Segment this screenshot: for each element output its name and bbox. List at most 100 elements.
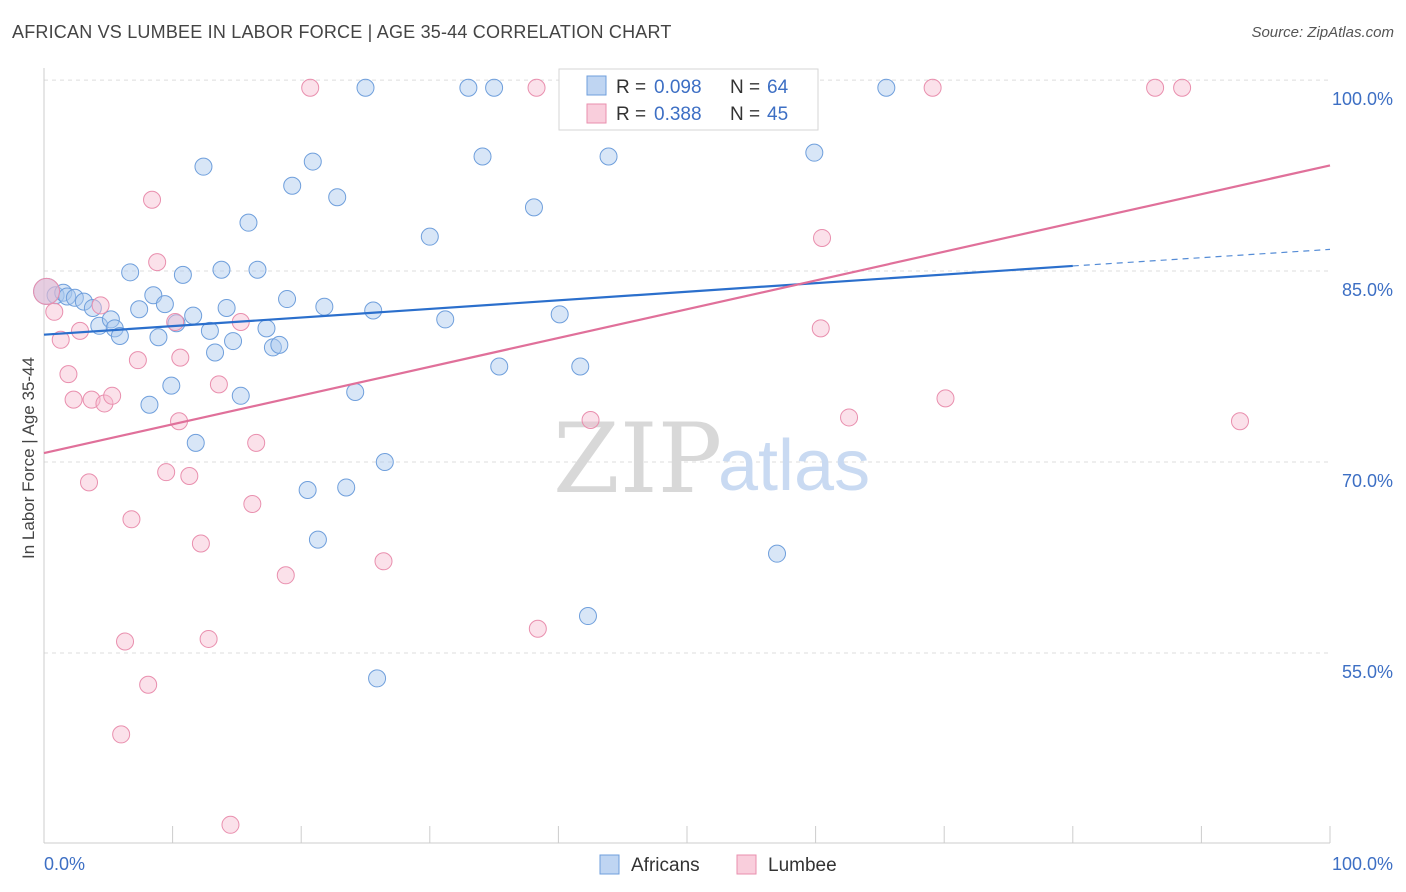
lumbee-point <box>116 632 135 651</box>
lumbee-point <box>1230 412 1249 431</box>
africans-point <box>149 328 168 347</box>
africans-point <box>278 290 297 309</box>
africans-point <box>877 78 896 97</box>
legend-n-value-africans: 64 <box>767 77 789 98</box>
lumbee-point <box>80 473 99 492</box>
lumbee-point <box>148 253 167 272</box>
lumbee-point <box>171 348 190 367</box>
lumbee-trend-line <box>43 164 1331 455</box>
lumbee-point <box>122 510 141 529</box>
lumbee-point <box>45 302 64 321</box>
lumbee-point <box>840 408 859 427</box>
africans-point <box>239 213 258 232</box>
source-label: Source: ZipAtlas.com <box>1251 24 1394 41</box>
series-legend-label-lumbee: Lumbee <box>768 855 837 876</box>
africans-point <box>74 292 93 311</box>
lumbee-point <box>199 629 218 648</box>
legend-r-value-lumbee: 0.388 <box>654 104 702 125</box>
lumbee-point <box>276 566 295 585</box>
africans-point <box>524 198 543 217</box>
africans-trend-line <box>43 264 1073 336</box>
y-axis-title: In Labor Force | Age 35-44 <box>19 357 38 559</box>
africans-point <box>173 265 192 284</box>
africans-point <box>162 376 181 395</box>
lumbee-point <box>209 375 228 394</box>
africans-point <box>550 305 569 324</box>
lumbee-point <box>923 78 942 97</box>
africans-point <box>315 297 334 316</box>
y-tick-label-70: 70.0% <box>1342 471 1393 491</box>
legend-n-label-africans: N = <box>730 77 760 98</box>
x-tick-label-start: 0.0% <box>44 854 85 874</box>
lumbee-point <box>936 389 955 408</box>
legend-swatch-lumbee <box>586 103 607 124</box>
grid-lines <box>44 79 1330 654</box>
africans-point <box>130 300 149 319</box>
watermark-zip: ZIP <box>553 403 722 515</box>
trend-lines <box>43 164 1331 455</box>
series-legend-swatch-africans <box>599 854 620 875</box>
africans-point <box>599 147 618 166</box>
africans-point <box>101 310 120 329</box>
africans-point <box>257 319 276 338</box>
lumbee-point <box>243 495 262 514</box>
africans-point <box>420 227 439 246</box>
africans-point <box>206 343 225 362</box>
africans-point <box>375 453 394 471</box>
lumbee-point <box>51 330 70 349</box>
africans-point <box>167 314 186 333</box>
series-legend-label-africans: Africans <box>631 855 700 876</box>
africans-point <box>184 306 203 325</box>
africans-point <box>140 395 159 414</box>
series-legend: Africans Lumbee <box>599 854 837 876</box>
lumbee-points <box>33 78 1249 834</box>
africans-point <box>283 176 302 195</box>
africans-point <box>186 433 205 452</box>
y-tick-label-85: 85.0% <box>1342 280 1393 300</box>
africans-point <box>65 288 84 307</box>
africans-point <box>303 152 322 171</box>
legend-swatch-africans <box>586 75 607 96</box>
africans-point <box>459 78 478 97</box>
y-tick-label-100: 100.0% <box>1332 89 1393 109</box>
lumbee-point <box>374 552 393 571</box>
stats-legend: R = 0.098 N = 64 R = 0.388 N = 45 <box>558 68 819 131</box>
africans-point <box>490 357 509 376</box>
y-tick-label-55: 55.0% <box>1342 662 1393 682</box>
x-tick-label-end: 100.0% <box>1332 854 1393 874</box>
series-legend-swatch-lumbee <box>736 854 757 875</box>
africans-point <box>473 147 492 166</box>
axes <box>43 68 1331 844</box>
tick-labels: 55.0% 70.0% 85.0% 100.0% 0.0% 100.0% <box>44 89 1393 874</box>
lumbee-point <box>191 534 210 553</box>
africans-point <box>155 295 174 314</box>
lumbee-point <box>166 312 185 331</box>
lumbee-point <box>1146 78 1165 97</box>
africans-point <box>217 298 236 317</box>
africans-point <box>364 301 383 320</box>
lumbee-point <box>1173 78 1192 97</box>
africans-point <box>368 669 387 688</box>
lumbee-point <box>221 815 240 834</box>
lumbee-point <box>180 467 199 486</box>
lumbee-point <box>301 78 320 97</box>
africans-point <box>200 321 219 340</box>
africans-point <box>248 260 267 279</box>
lumbee-point <box>143 190 162 209</box>
africans-point <box>328 188 347 207</box>
africans-point <box>436 310 455 329</box>
africans-point <box>346 382 365 401</box>
lumbee-point <box>811 319 830 338</box>
africans-trend-extension <box>1072 248 1331 267</box>
lumbee-point <box>527 78 546 97</box>
africans-point <box>270 335 289 354</box>
legend-r-value-africans: 0.098 <box>654 77 702 98</box>
africans-point <box>121 263 140 282</box>
lumbee-point <box>813 228 832 247</box>
africans-point <box>110 326 129 345</box>
lumbee-point <box>95 394 114 413</box>
chart-title: AFRICAN VS LUMBEE IN LABOR FORCE | AGE 3… <box>12 22 672 42</box>
africans-point <box>224 332 243 351</box>
africans-point <box>194 157 213 176</box>
